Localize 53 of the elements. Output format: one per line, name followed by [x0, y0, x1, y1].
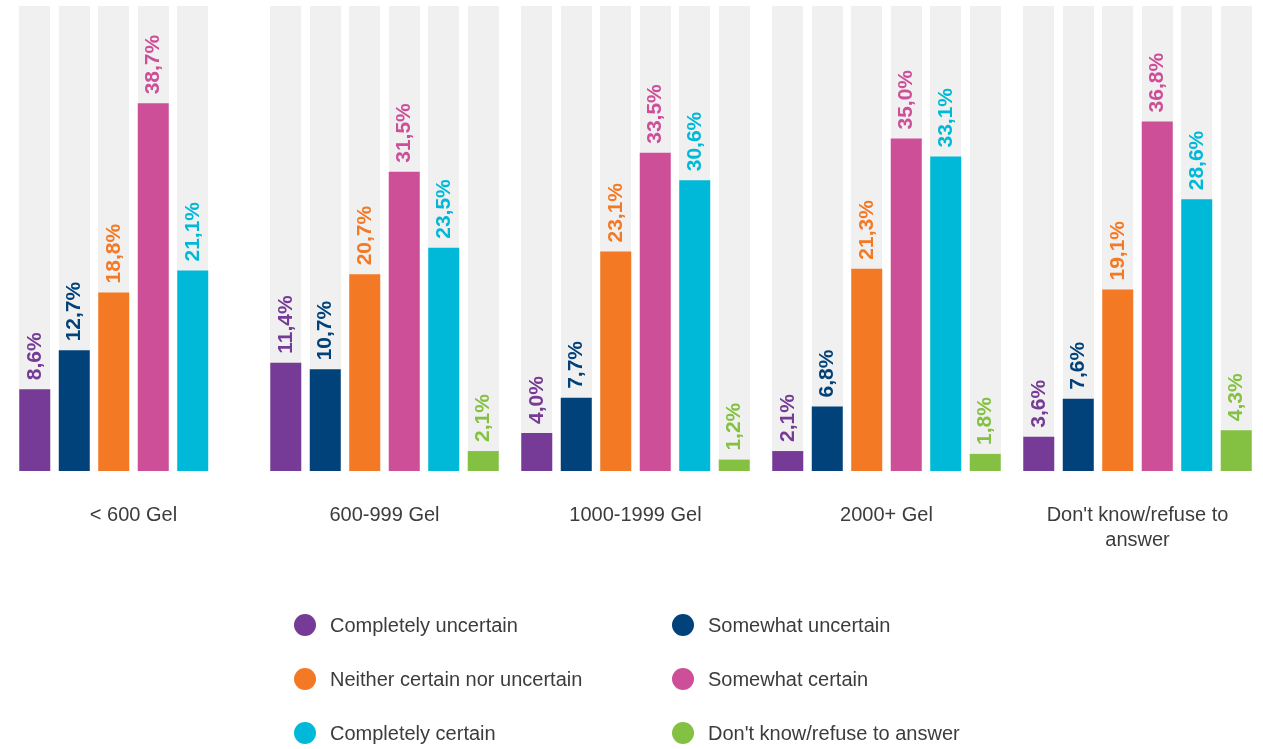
- data-label: 20,7%: [351, 205, 375, 266]
- data-label: 18,8%: [100, 223, 124, 284]
- x-tick-label: < 600 Gel: [89, 503, 178, 526]
- x-tick-label: 1000-1999 Gel: [569, 503, 702, 526]
- bar: [19, 389, 51, 471]
- bar: [1023, 436, 1055, 471]
- bar: [718, 459, 750, 471]
- data-label: 2,1%: [774, 393, 798, 443]
- x-tick-label: 2000+ Gel: [840, 503, 933, 526]
- data-label: 19,1%: [1104, 220, 1128, 281]
- legend-label: Don't know/refuse to answer: [708, 721, 960, 745]
- bar: [1062, 398, 1094, 471]
- data-label: 3,6%: [1025, 379, 1049, 428]
- data-label: 21,3%: [853, 199, 877, 260]
- data-label: 1,8%: [972, 396, 996, 445]
- x-tick-label: Don't know/refuse to answer: [1046, 503, 1229, 551]
- bar: [467, 451, 499, 471]
- data-label: 28,6%: [1183, 130, 1207, 191]
- data-label: 21,1%: [179, 201, 203, 262]
- bar: [772, 451, 804, 471]
- data-label: 23,5%: [430, 178, 454, 239]
- data-label: 33,1%: [932, 87, 956, 148]
- bar: [1220, 430, 1252, 471]
- data-label: 35,0%: [893, 69, 917, 130]
- bar: [309, 369, 341, 471]
- data-label: 7,6%: [1065, 341, 1089, 390]
- data-label: 10,7%: [312, 300, 336, 361]
- bar: [969, 453, 1001, 471]
- data-label: 11,4%: [272, 294, 296, 354]
- legend-label: Completely uncertain: [330, 613, 518, 637]
- x-tick-label: 600-999 Gel: [329, 503, 440, 526]
- bar: [811, 406, 843, 471]
- data-label: 31,5%: [391, 102, 415, 163]
- data-label: 12,7%: [61, 281, 85, 342]
- data-label: 4,3%: [1223, 372, 1247, 422]
- data-label: 2,1%: [470, 393, 494, 443]
- data-label: 33,5%: [642, 83, 666, 144]
- data-label: 38,7%: [140, 34, 164, 95]
- legend-label: Completely certain: [330, 721, 496, 745]
- data-label: 23,1%: [602, 182, 626, 243]
- data-label: 36,8%: [1144, 52, 1168, 113]
- legend-label: Somewhat certain: [708, 667, 869, 691]
- data-label: 7,7%: [563, 340, 587, 389]
- data-label: 1,2%: [721, 402, 745, 451]
- data-label: 8,6%: [21, 332, 45, 381]
- bar: [270, 362, 302, 471]
- data-label: 30,6%: [681, 111, 705, 172]
- bar: [521, 433, 553, 471]
- legend-label: Somewhat uncertain: [708, 613, 891, 637]
- data-label: 6,8%: [814, 349, 838, 398]
- legend-label: Neither certain nor uncertain: [330, 667, 583, 691]
- data-label: 4,0%: [523, 375, 547, 424]
- bar: [560, 397, 592, 471]
